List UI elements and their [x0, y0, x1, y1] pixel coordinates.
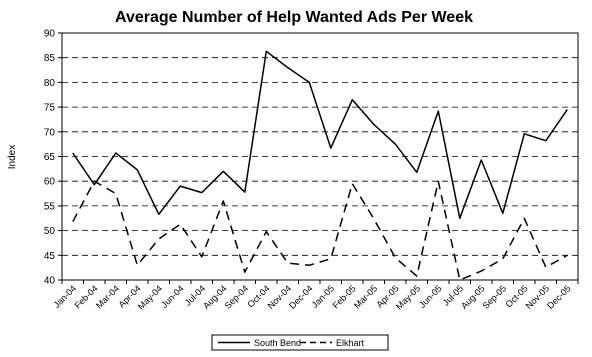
y-tick-label: 70	[44, 127, 56, 138]
plot-area-frame	[62, 33, 578, 280]
x-tick-label: Sep-05	[481, 283, 509, 311]
y-tick-label: 50	[44, 226, 56, 237]
x-tick-label: Mar-04	[94, 283, 121, 310]
y-tick-label: 55	[44, 201, 56, 212]
y-axis-label: Index	[7, 145, 18, 169]
y-tick-label: 80	[44, 78, 56, 89]
y-tick-label: 90	[44, 29, 56, 40]
y-tick-label: 65	[44, 152, 56, 163]
x-tick-label: May-05	[394, 283, 422, 311]
legend: South Bend Elkhart	[212, 335, 388, 350]
y-tick-label: 60	[44, 177, 56, 188]
y-axis-ticks: 40 45 50 55 60 65 70 75 80 85 90	[44, 29, 62, 287]
series-lines	[73, 51, 568, 280]
x-tick-label: Dec-05	[545, 283, 573, 311]
x-axis-ticks: Jan-04Feb-04Mar-04Apr-04May-04Jun-04Jul-…	[52, 280, 578, 312]
x-tick-label: Mar-05	[352, 283, 379, 310]
gridlines	[62, 58, 578, 256]
y-tick-label: 75	[44, 103, 56, 114]
y-tick-label: 40	[44, 276, 56, 287]
series-line-south-bend	[73, 51, 568, 218]
legend-label-elkhart: Elkhart	[336, 338, 365, 348]
x-tick-label: Sep-04	[223, 283, 251, 311]
legend-label-south-bend: South Bend	[254, 338, 301, 348]
x-tick-label: Jun-04	[159, 283, 186, 310]
y-tick-label: 45	[44, 251, 56, 262]
chart-title: Average Number of Help Wanted Ads Per We…	[115, 9, 473, 26]
x-tick-label: May-04	[136, 283, 164, 311]
x-tick-label: Dec-04	[287, 283, 315, 311]
x-tick-label: Jun-05	[417, 283, 444, 310]
y-tick-label: 85	[44, 53, 56, 64]
